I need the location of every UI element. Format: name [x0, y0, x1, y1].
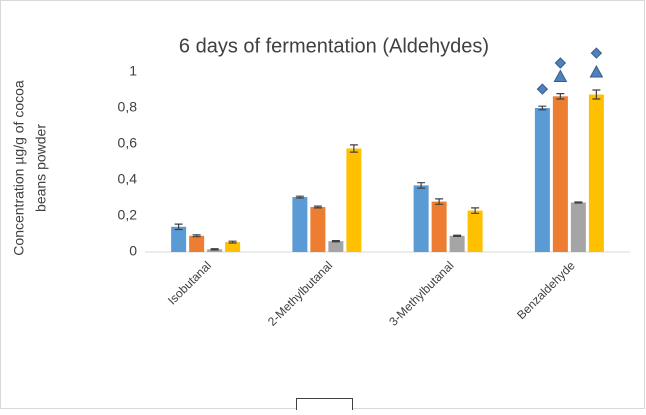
y-tick-label: 0,2 — [118, 207, 138, 223]
bar — [207, 249, 223, 252]
error-bar — [435, 198, 444, 205]
bar — [467, 210, 483, 252]
error-bar — [331, 240, 340, 243]
error-bar — [556, 93, 565, 100]
chart-title: 6 days of fermentation (Aldehydes) — [179, 35, 489, 57]
y-tick-label: 0,6 — [118, 135, 138, 151]
y-tick-label: 0 — [129, 243, 137, 259]
error-bar — [192, 234, 201, 238]
y-axis-label: beans powder — [33, 124, 49, 212]
bar — [328, 241, 344, 252]
significance-marker — [590, 47, 603, 59]
error-bar — [210, 248, 219, 251]
error-bar — [228, 240, 237, 244]
bar — [171, 226, 187, 252]
bar — [189, 235, 205, 252]
error-bar — [417, 182, 426, 189]
significance-marker — [589, 64, 604, 78]
bar — [588, 94, 604, 252]
bar — [310, 207, 326, 252]
y-axis-label: Concentration µg/g of cocoa — [11, 80, 27, 256]
y-tick-label: 0,4 — [118, 171, 138, 187]
bar — [552, 96, 568, 252]
bar — [225, 242, 241, 252]
error-bar — [453, 234, 462, 237]
error-bar — [471, 207, 480, 214]
significance-marker — [554, 57, 567, 69]
error-bar — [174, 223, 183, 231]
error-bar — [313, 205, 322, 209]
bar — [534, 108, 550, 252]
y-tick-label: 0,8 — [118, 99, 138, 115]
error-bar — [538, 105, 547, 111]
error-bar — [295, 195, 304, 199]
bar — [292, 197, 308, 252]
y-tick-label: 1 — [129, 63, 137, 79]
error-bar — [574, 201, 583, 204]
bar — [431, 201, 447, 252]
bar — [413, 185, 429, 252]
significance-marker — [536, 83, 549, 95]
error-bar — [592, 89, 601, 100]
legend-box — [296, 398, 353, 413]
bar — [449, 235, 465, 252]
error-bar — [349, 144, 358, 153]
bar — [570, 202, 586, 252]
significance-marker — [553, 69, 568, 82]
bar — [346, 148, 362, 252]
